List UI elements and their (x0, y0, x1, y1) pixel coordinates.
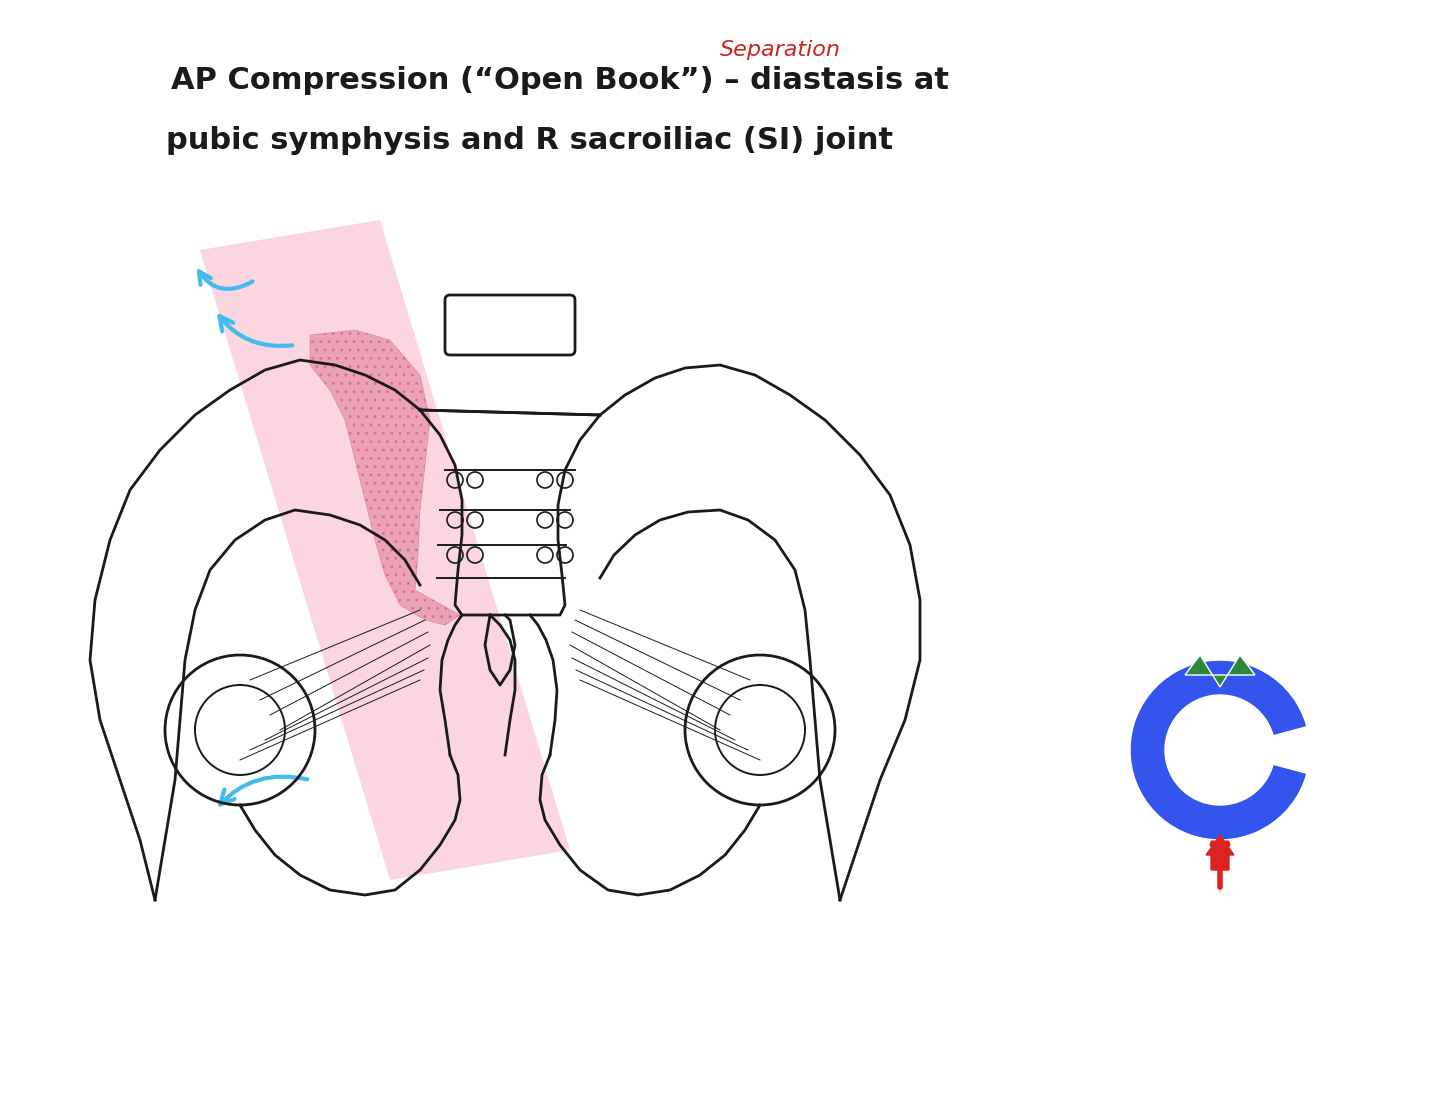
Polygon shape (310, 330, 459, 625)
Polygon shape (1185, 655, 1256, 687)
Text: Separation: Separation (720, 40, 841, 60)
Wedge shape (1130, 659, 1310, 840)
FancyBboxPatch shape (445, 295, 575, 355)
Polygon shape (200, 219, 570, 880)
Text: pubic symphysis and R sacroiliac (SI) joint: pubic symphysis and R sacroiliac (SI) jo… (167, 126, 894, 155)
FancyArrow shape (1207, 836, 1234, 870)
Wedge shape (1269, 725, 1315, 774)
Text: AP Compression (“Open Book”) – diastasis at: AP Compression (“Open Book”) – diastasis… (171, 66, 949, 95)
